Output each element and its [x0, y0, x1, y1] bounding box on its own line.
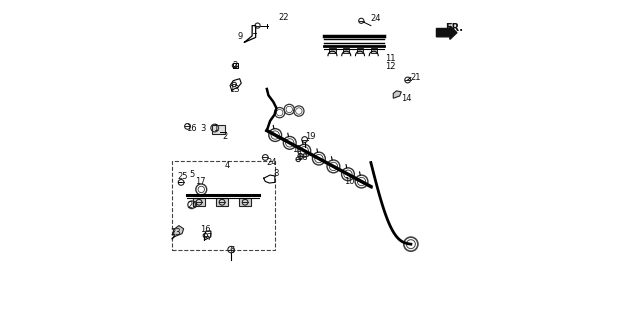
Bar — [211, 125, 225, 134]
Bar — [193, 198, 205, 206]
Text: 3: 3 — [200, 124, 206, 133]
Text: 16: 16 — [199, 225, 210, 234]
Text: 22: 22 — [279, 13, 289, 22]
Text: 16: 16 — [186, 124, 196, 132]
Text: 8: 8 — [273, 169, 279, 178]
FancyArrow shape — [437, 26, 457, 39]
Text: 1: 1 — [213, 124, 218, 132]
Bar — [216, 198, 228, 206]
Bar — [239, 198, 251, 206]
Polygon shape — [393, 91, 401, 98]
Text: 2: 2 — [223, 132, 228, 141]
Text: 14: 14 — [401, 94, 412, 103]
Text: 15: 15 — [292, 145, 303, 154]
Text: 6: 6 — [229, 246, 235, 255]
Text: FR.: FR. — [445, 23, 463, 33]
Bar — [370, 48, 377, 53]
Text: 18: 18 — [297, 153, 307, 162]
Text: 11: 11 — [386, 54, 396, 63]
Text: 24: 24 — [370, 14, 381, 23]
Text: 5: 5 — [189, 170, 194, 179]
Polygon shape — [174, 226, 184, 237]
Text: 12: 12 — [386, 62, 396, 71]
Text: 24: 24 — [267, 158, 278, 167]
Text: 13: 13 — [229, 85, 240, 94]
Text: 23: 23 — [171, 228, 182, 237]
Text: 4: 4 — [224, 161, 230, 170]
Bar — [357, 48, 363, 53]
Text: 19: 19 — [305, 132, 316, 141]
Text: 17: 17 — [196, 177, 206, 186]
Text: 9: 9 — [237, 32, 242, 41]
Text: 7: 7 — [207, 233, 212, 242]
Bar — [329, 48, 336, 53]
Bar — [343, 48, 350, 53]
Text: 21: 21 — [411, 73, 422, 82]
Text: 2: 2 — [232, 61, 237, 70]
Text: 10: 10 — [344, 177, 354, 186]
Text: 25: 25 — [177, 172, 188, 181]
Bar — [172, 161, 275, 250]
Text: 20: 20 — [187, 201, 198, 210]
